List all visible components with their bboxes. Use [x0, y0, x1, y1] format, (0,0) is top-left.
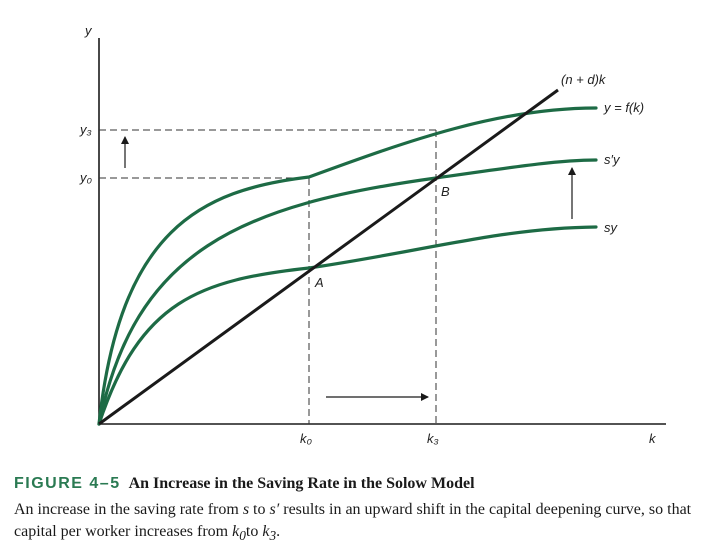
y0-tick-label: y₀ — [79, 170, 93, 185]
saving-curve-mid — [97, 158, 598, 426]
depreciation-line — [98, 88, 559, 426]
point-b-label: B — [441, 184, 450, 199]
figure-caption: FIGURE 4–5 An Increase in the Saving Rate… — [14, 475, 704, 547]
production-curve-label: y = f(k) — [603, 100, 644, 115]
production-curve — [97, 106, 598, 426]
y-axis-label: y — [84, 23, 93, 38]
point-a-label: A — [314, 275, 324, 290]
caption-title-text: An Increase in the Saving Rate in the So… — [128, 475, 475, 492]
saving-curve-low — [97, 225, 598, 426]
depreciation-line-label: (n + d)k — [561, 72, 607, 87]
caption-body: An increase in the saving rate from s to… — [14, 501, 692, 544]
x-axis-label: k — [649, 431, 657, 446]
saving-curve-low-label: sy — [604, 220, 619, 235]
saving-curve-mid-label: s′y — [604, 152, 621, 167]
figure-number: FIGURE 4–5 — [14, 475, 121, 492]
y3-tick-label: y₃ — [79, 122, 92, 137]
solow-diagram: y k y₃ y₀ k₀ k₃ (n + d)k y = f(k) s′y sy… — [79, 23, 666, 446]
caption-title: FIGURE 4–5 An Increase in the Saving Rate… — [14, 475, 704, 493]
k3-tick-label: k₃ — [427, 431, 439, 446]
k0-tick-label: k₀ — [300, 431, 313, 446]
